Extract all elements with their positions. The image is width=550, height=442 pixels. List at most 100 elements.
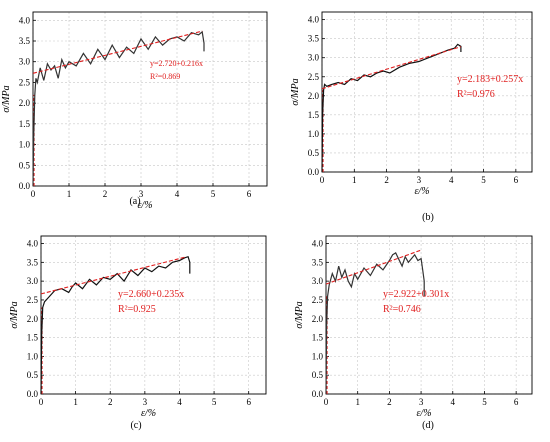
x-axis-label: ε/% — [414, 186, 429, 197]
x-tick-label: 5 — [211, 189, 216, 199]
plot-frame — [325, 235, 533, 395]
x-tick-label: 6 — [247, 189, 252, 199]
x-tick-label: 6 — [514, 175, 519, 185]
x-tick-label: 1 — [352, 175, 357, 185]
x-tick-label: 4 — [177, 397, 182, 407]
x-tick-label: 5 — [212, 397, 217, 407]
y-tick-label: 2.5 — [19, 77, 31, 87]
y-tick-label: 1.0 — [27, 351, 39, 361]
y-tick-label: 0.5 — [27, 370, 39, 380]
x-tick-label: 3 — [417, 175, 422, 185]
y-tick-label: 3.0 — [308, 53, 320, 63]
x-tick-label: 4 — [449, 175, 454, 185]
fit-line — [40, 256, 187, 295]
y-tick-label: 1.5 — [312, 333, 324, 343]
y-tick-label: 1.5 — [19, 119, 31, 129]
fit-equation: R²=0.976 — [457, 89, 495, 100]
y-tick-label: 4.0 — [27, 239, 39, 249]
x-tick-label: 1 — [355, 397, 360, 407]
y-tick-label: 3.5 — [19, 36, 31, 46]
y-tick-label: 0.5 — [19, 160, 31, 170]
y-tick-label: 1.0 — [19, 140, 31, 150]
y-tick-label: 0.0 — [312, 389, 324, 399]
y-tick-label: 1.0 — [308, 129, 320, 139]
y-tick-label: 0.5 — [308, 148, 320, 158]
chart-panel: 0 1 2 3 4 5 6 0.0 0.5 1.0 1.5 2.0 2.5 3.0 3.5 4.0 ε/% σ/M… — [294, 235, 533, 431]
x-tick-label: 6 — [514, 397, 519, 407]
y-axis-label: σ/MPa — [290, 78, 301, 105]
x-tick-label: 6 — [246, 397, 251, 407]
fit-equation: y=2.922+0.301x — [383, 289, 449, 300]
y-tick-label: 2.5 — [312, 295, 324, 305]
y-tick-label: 0.5 — [312, 370, 324, 380]
y-tick-label: 3.0 — [312, 276, 324, 286]
y-tick-label: 4.0 — [308, 15, 320, 25]
y-tick-label: 2.0 — [308, 91, 320, 101]
x-tick-label: 4 — [175, 189, 180, 199]
chart-panel: 0 1 2 3 4 5 6 0.0 0.5 1.0 1.5 2.0 2.5 3.0 3.5 4.0 ε/% σ/M… — [9, 235, 267, 431]
fit-equation: R²=0.869 — [150, 72, 180, 81]
x-tick-label: 5 — [482, 397, 487, 407]
x-tick-label: 2 — [384, 175, 389, 185]
x-tick-label: 0 — [39, 397, 44, 407]
stress-strain-curve — [32, 30, 205, 187]
y-tick-label: 3.5 — [308, 34, 320, 44]
x-tick-label: 0 — [324, 397, 329, 407]
x-tick-label: 1 — [67, 189, 72, 199]
x-tick-label: 0 — [31, 189, 36, 199]
fit-equation: R²=0.925 — [118, 304, 156, 315]
x-tick-label: 4 — [451, 397, 456, 407]
x-tick-label: 3 — [419, 397, 424, 407]
stress-strain-curve — [325, 252, 425, 395]
plot-frame — [321, 11, 533, 173]
y-tick-label: 1.5 — [27, 333, 39, 343]
y-axis-label: σ/MPa — [1, 85, 12, 112]
panel-label: (c) — [130, 420, 141, 431]
chart-panel: 0 1 2 3 4 5 6 0.0 0.5 1.0 1.5 2.0 2.5 3.0 3.5 4.0 ε/% σ/M… — [1, 11, 268, 211]
y-tick-label: 3.0 — [27, 276, 39, 286]
y-tick-label: 1.0 — [312, 351, 324, 361]
x-tick-label: 0 — [320, 175, 325, 185]
y-tick-label: 2.5 — [308, 72, 320, 82]
x-axis-label: ε/% — [137, 200, 152, 211]
plot-frame — [32, 11, 268, 187]
stress-strain-curve — [40, 255, 191, 395]
x-axis-label: ε/% — [416, 408, 431, 419]
x-tick-label: 5 — [481, 175, 486, 185]
y-tick-label: 2.5 — [27, 295, 39, 305]
y-axis-label: σ/MPa — [294, 301, 305, 328]
plot-frame — [40, 235, 267, 395]
y-tick-label: 3.5 — [27, 257, 39, 267]
y-tick-label: 0.0 — [19, 181, 31, 191]
y-tick-label: 2.0 — [312, 314, 324, 324]
y-tick-label: 4.0 — [19, 15, 31, 25]
y-tick-label: 3.5 — [312, 257, 324, 267]
fit-equation: y=2.660+0.235x — [118, 289, 184, 300]
chart-panel: 0 1 2 3 4 5 6 0.0 0.5 1.0 1.5 2.0 2.5 3.0 3.5 4.0 ε/% σ/M… — [290, 11, 533, 223]
x-axis-label: ε/% — [141, 408, 156, 419]
x-tick-label: 2 — [387, 397, 392, 407]
y-tick-label: 2.0 — [19, 98, 31, 108]
stress-strain-curve — [321, 43, 462, 173]
y-tick-label: 3.0 — [19, 57, 31, 67]
fit-line — [321, 46, 462, 90]
fit-line — [32, 30, 203, 74]
x-tick-label: 2 — [103, 189, 108, 199]
y-tick-label: 1.5 — [308, 110, 320, 120]
fit-equation: y=2.720+0.216x — [150, 59, 203, 68]
y-axis-label: σ/MPa — [9, 301, 20, 328]
panel-label: (d) — [422, 420, 434, 431]
y-tick-label: 0.0 — [27, 389, 39, 399]
x-tick-label: 3 — [143, 397, 148, 407]
fit-equation: y=2.183+0.257x — [457, 74, 523, 85]
fit-line — [325, 249, 422, 285]
y-tick-label: 0.0 — [308, 167, 320, 177]
panel-label: (b) — [422, 212, 434, 223]
y-tick-label: 2.0 — [27, 314, 39, 324]
x-tick-label: 2 — [108, 397, 113, 407]
panel-label: (a) — [129, 196, 140, 207]
y-tick-label: 4.0 — [312, 239, 324, 249]
x-tick-label: 1 — [73, 397, 78, 407]
x-tick-label: 3 — [139, 189, 144, 199]
